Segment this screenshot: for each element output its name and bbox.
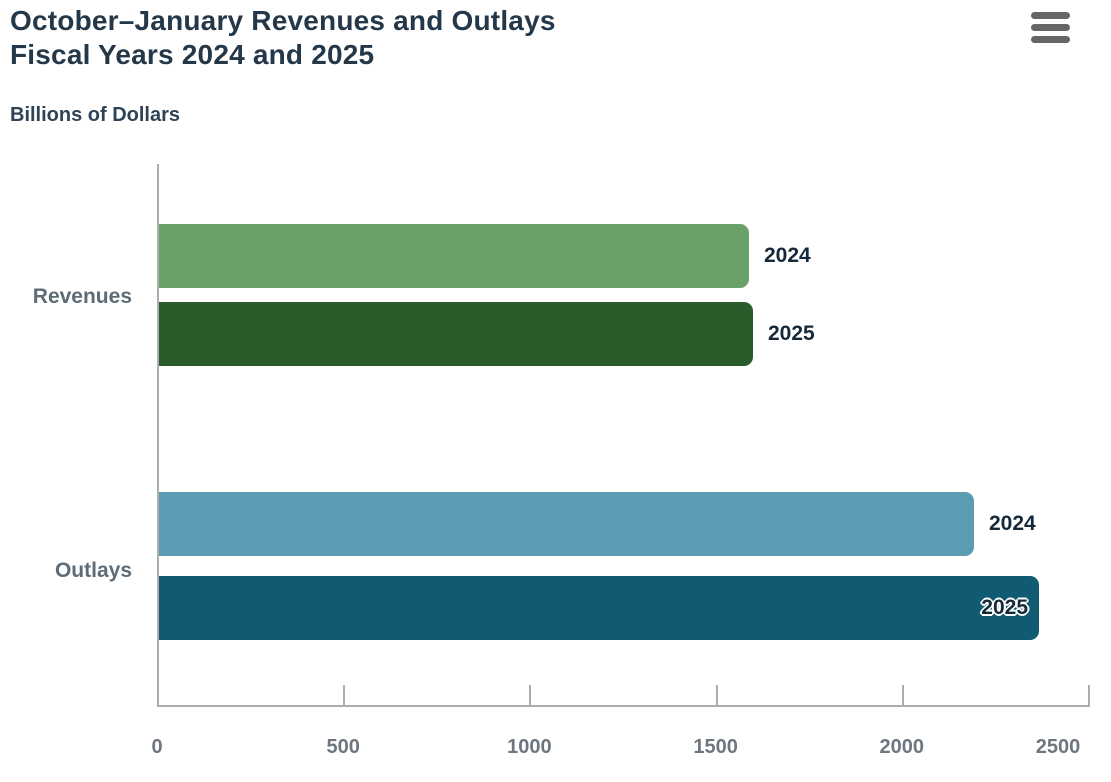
chart-title-line1: October–January Revenues and Outlays xyxy=(10,5,556,36)
bar-revenues-2025[interactable] xyxy=(159,302,753,366)
x-axis-tick-label: 500 xyxy=(326,736,360,758)
bar-outlays-2024[interactable] xyxy=(159,492,974,556)
bar-label-revenues-2025: 2025 xyxy=(768,322,815,345)
category-label-revenues: Revenues xyxy=(32,285,132,308)
bar-outlays-2025[interactable] xyxy=(159,576,1039,640)
x-axis-tick-label: 2500 xyxy=(1035,736,1081,758)
x-axis-line xyxy=(157,705,1090,707)
hamburger-menu-icon xyxy=(1031,24,1070,31)
chart-title-line2: Fiscal Years 2024 and 2025 xyxy=(10,39,375,70)
chart-context-menu-button[interactable] xyxy=(1027,8,1075,48)
bar-label-revenues-2024: 2024 xyxy=(764,244,811,267)
x-axis-tick-label: 2000 xyxy=(879,736,925,758)
bar-revenues-2024[interactable] xyxy=(159,224,749,288)
category-label-outlays: Outlays xyxy=(54,559,132,582)
axis-units-label: Billions of Dollars xyxy=(10,104,181,126)
x-axis-tick xyxy=(1088,685,1090,705)
x-axis-tick xyxy=(715,685,718,705)
bar-label-outlays-2024: 2024 xyxy=(989,512,1036,535)
hamburger-menu-icon xyxy=(1031,36,1070,43)
x-axis-tick-label: 0 xyxy=(151,736,163,758)
x-axis-tick-label: 1000 xyxy=(507,736,552,758)
bar-label-outlays-2025: 2025 xyxy=(981,596,1028,619)
x-axis-tick-label: 1500 xyxy=(693,736,738,758)
y-axis-line xyxy=(157,164,159,705)
x-axis-tick xyxy=(343,685,346,705)
x-axis-tick xyxy=(529,685,532,705)
chart-title: October–January Revenues and Outlays Fis… xyxy=(10,4,556,72)
x-axis-tick xyxy=(901,685,904,705)
hamburger-menu-icon xyxy=(1031,12,1070,19)
